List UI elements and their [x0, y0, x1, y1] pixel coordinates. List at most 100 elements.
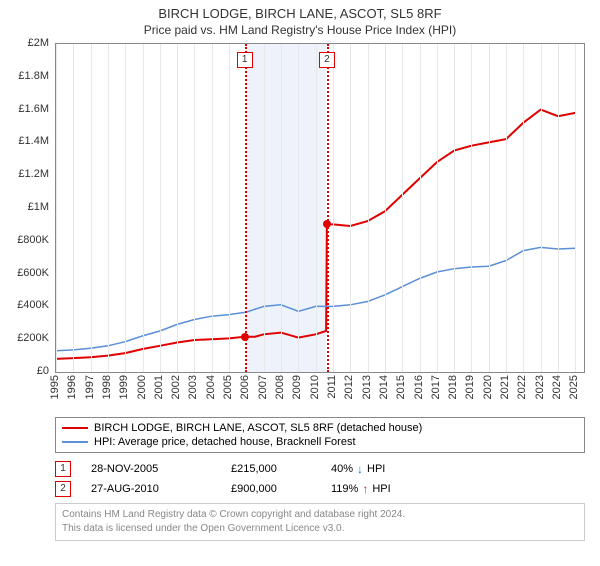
x-tick-label: 2006 [239, 375, 251, 399]
x-tick-label: 2023 [534, 375, 546, 399]
gridline-v [73, 44, 74, 372]
gridline-v [333, 44, 334, 372]
y-tick-label: £400K [17, 299, 49, 311]
y-tick-label: £1.2M [18, 168, 49, 180]
x-tick-label: 2012 [343, 375, 355, 399]
sale-dot-1 [241, 333, 249, 341]
y-tick-label: £0 [37, 365, 49, 377]
sale-marker-2: 2 [319, 52, 335, 68]
legend-label: HPI: Average price, detached house, Brac… [94, 436, 356, 448]
x-tick-label: 2010 [309, 375, 321, 399]
gridline-v [212, 44, 213, 372]
x-tick-label: 2013 [361, 375, 373, 399]
x-tick-label: 2001 [153, 375, 165, 399]
chart-title: BIRCH LODGE, BIRCH LANE, ASCOT, SL5 8RF [0, 6, 600, 21]
gridline-v [437, 44, 438, 372]
gridline-v [454, 44, 455, 372]
gridline-v [350, 44, 351, 372]
footer-line2: This data is licensed under the Open Gov… [62, 522, 578, 536]
sale-line-1 [245, 44, 247, 372]
y-tick-label: £1.4M [18, 135, 49, 147]
x-tick-label: 2016 [413, 375, 425, 399]
x-tick-label: 2018 [447, 375, 459, 399]
x-tick-label: 1998 [101, 375, 113, 399]
x-tick-label: 2019 [464, 375, 476, 399]
x-tick-label: 2008 [274, 375, 286, 399]
sale-delta-pct: 40% [331, 463, 353, 475]
legend: BIRCH LODGE, BIRCH LANE, ASCOT, SL5 8RF … [55, 417, 585, 453]
gridline-v [177, 44, 178, 372]
gridline-v [91, 44, 92, 372]
gridline-v [541, 44, 542, 372]
x-tick-label: 2002 [170, 375, 182, 399]
y-tick-label: £2M [28, 37, 49, 49]
x-tick-label: 2003 [187, 375, 199, 399]
gridline-v [506, 44, 507, 372]
plot-area: 12 [55, 43, 585, 373]
gridline-v [368, 44, 369, 372]
sale-dot-2 [323, 220, 331, 228]
x-tick-label: 2020 [482, 375, 494, 399]
gridline-v [471, 44, 472, 372]
sale-num-box: 2 [55, 481, 71, 497]
gridline-v [558, 44, 559, 372]
sale-delta: 119% ↑ HPI [331, 482, 391, 496]
y-tick-label: £800K [17, 234, 49, 246]
x-tick-label: 2015 [395, 375, 407, 399]
sale-suffix: HPI [372, 483, 390, 495]
gridline-v [56, 44, 57, 372]
gridline-v [420, 44, 421, 372]
x-tick-label: 1997 [84, 375, 96, 399]
chart-area: 12 1995199619971998199920002001200220032… [55, 43, 585, 373]
y-tick-label: £200K [17, 332, 49, 344]
footer-attribution: Contains HM Land Registry data © Crown c… [55, 503, 585, 541]
x-tick-label: 2014 [378, 375, 390, 399]
gridline-v [385, 44, 386, 372]
gridline-v [229, 44, 230, 372]
y-tick-label: £600K [17, 267, 49, 279]
sale-arrow-icon: ↑ [362, 482, 368, 496]
sale-arrow-icon: ↓ [357, 462, 363, 476]
line-svg [56, 44, 584, 372]
sale-suffix: HPI [367, 463, 385, 475]
sale-marker-1: 1 [237, 52, 253, 68]
chart-subtitle: Price paid vs. HM Land Registry's House … [0, 23, 600, 37]
x-tick-label: 2009 [291, 375, 303, 399]
x-tick-label: 1996 [66, 375, 78, 399]
legend-label: BIRCH LODGE, BIRCH LANE, ASCOT, SL5 8RF … [94, 422, 422, 434]
x-tick-label: 2011 [326, 375, 338, 399]
footer-line1: Contains HM Land Registry data © Crown c… [62, 508, 578, 522]
gridline-v [316, 44, 317, 372]
gridline-v [108, 44, 109, 372]
gridline-v [143, 44, 144, 372]
gridline-v [194, 44, 195, 372]
sale-price: £900,000 [231, 483, 311, 495]
legend-swatch [62, 441, 88, 443]
sale-date: 27-AUG-2010 [91, 483, 211, 495]
legend-item: HPI: Average price, detached house, Brac… [62, 435, 578, 449]
sale-delta-pct: 119% [331, 483, 358, 495]
gridline-v [264, 44, 265, 372]
y-tick-label: £1M [28, 201, 49, 213]
legend-item: BIRCH LODGE, BIRCH LANE, ASCOT, SL5 8RF … [62, 421, 578, 435]
x-tick-label: 1999 [118, 375, 130, 399]
x-tick-label: 2017 [430, 375, 442, 399]
gridline-v [298, 44, 299, 372]
gridline-v [575, 44, 576, 372]
x-tick-label: 2021 [499, 375, 511, 399]
gridline-v [160, 44, 161, 372]
x-tick-label: 2025 [568, 375, 580, 399]
x-tick-label: 2000 [136, 375, 148, 399]
gridline-v [125, 44, 126, 372]
y-tick-label: £1.8M [18, 70, 49, 82]
sale-date: 28-NOV-2005 [91, 463, 211, 475]
sale-row: 2 27-AUG-2010 £900,000 119% ↑ HPI [55, 479, 585, 499]
x-tick-label: 2022 [516, 375, 528, 399]
x-tick-label: 2004 [205, 375, 217, 399]
sale-price: £215,000 [231, 463, 311, 475]
gridline-v [489, 44, 490, 372]
gridline-v [402, 44, 403, 372]
sale-line-2 [327, 44, 329, 372]
y-tick-label: £1.6M [18, 103, 49, 115]
legend-swatch [62, 427, 88, 429]
